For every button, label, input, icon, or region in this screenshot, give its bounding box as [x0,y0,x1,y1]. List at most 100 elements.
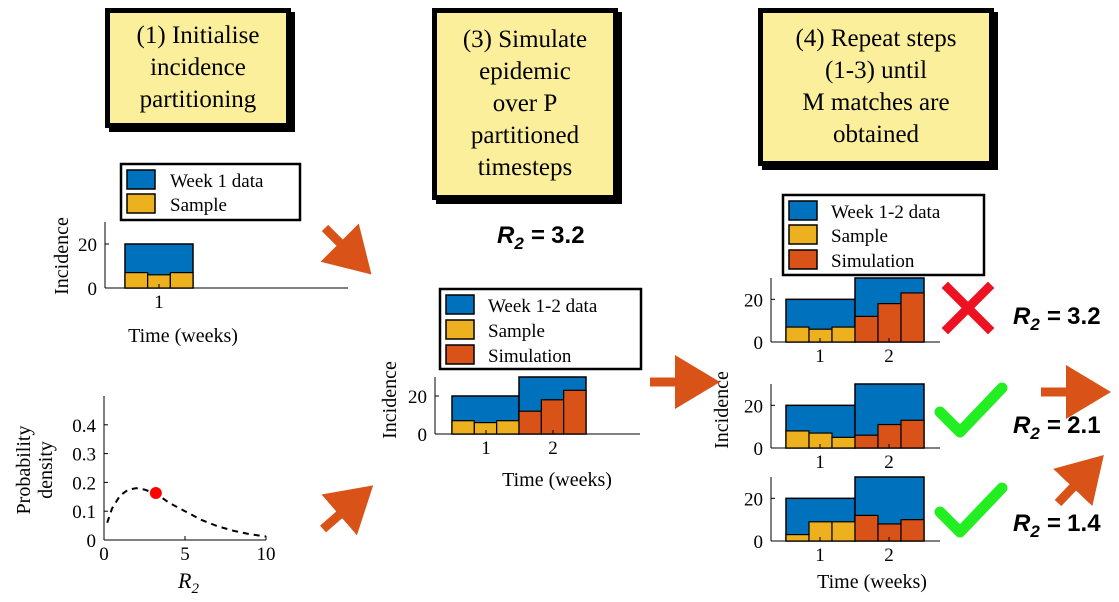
flow-arrow-icon [1053,454,1104,507]
xlabel-step1: Time (weeks) [128,325,238,347]
simulation-bar [854,434,879,449]
r2-value: 3.2 [1067,303,1101,330]
step-3-label: (3) Simulate epidemic over P partitioned… [462,26,588,181]
sampled-r2-marker [149,487,162,500]
legend-step3: Week 1-2 data Sample Simulation [438,287,643,371]
r2-title-center: R2 = 3.2 [497,222,585,254]
step-4-box: (4) Repeat steps (1-3) until M matches a… [758,8,994,166]
y-tick-label: 20 [408,387,427,408]
x-tick-label: 1 [481,438,491,459]
legend-simulation-label: Simulation [488,346,572,367]
y-tick-label: 0.1 [72,502,96,523]
legend-week12-label: Week 1-2 data [488,296,598,317]
sample-bar [785,430,810,449]
sample-bar [169,272,194,289]
sample-bar [831,436,856,449]
y-tick-label: 20 [744,396,763,417]
r2-symbol: R [497,222,515,249]
r2-value: 1.4 [1067,510,1101,537]
x-tick-label: 1 [154,292,164,313]
simulation-bar [518,410,542,435]
density-curve [106,487,267,538]
y-tick-label: 0.3 [72,445,96,466]
legend-sample-label: Sample [170,195,227,216]
flow-arrow-icon [320,223,372,275]
y-tick-label: 0 [754,532,764,553]
equals-sign: = [1046,412,1061,439]
reject-cross-icon [941,281,995,335]
x-tick-label: 2 [884,545,894,566]
x-tick-label: 1 [815,545,825,566]
y-tick-label: 0 [754,439,764,460]
y-tick-label: 20 [744,290,763,311]
sample-bar [831,521,856,542]
y-tick-label: 20 [78,235,97,256]
legend-week1-label: Week 1 data [170,171,264,192]
step4-row2-plot: 0 20 1 2 [744,383,940,473]
r2-subscript: 2 [1030,314,1040,334]
ylabel-step1: Incidence [51,217,73,295]
step-4-label: (4) Repeat steps (1-3) until M matches a… [795,25,957,148]
legend-sample-label: Sample [831,226,888,247]
legend-simulation-label: Simulation [831,251,915,272]
sample-bar [124,272,149,289]
y-tick-label: 0 [87,531,97,552]
sample-bar [496,420,520,435]
xlabel-r2: R2 [177,568,199,597]
x-tick-label: 1 [815,346,825,367]
r2-value: 3.2 [551,222,585,249]
step-1-label: (1) Initialise incidence partitioning [136,22,260,113]
simulation-bar [563,389,587,435]
sample-bar [451,420,475,435]
xlabel-step3: Time (weeks) [502,469,612,491]
r2-subscript: 2 [1030,423,1040,443]
r2-subscript: 2 [1030,521,1040,541]
x-tick-label: 1 [815,452,825,473]
equals-sign: = [530,222,545,249]
simulation-bar [900,419,925,449]
x-tick-label: 2 [884,346,894,367]
step4-row1-plot: 0 20 1 2 [744,277,940,367]
ylabel-prob-line1: Probability [13,426,35,515]
legend-step4: Week 1-2 data Sample Simulation [781,193,986,277]
xlabel-step4: Time (weeks) [817,571,927,593]
x-tick-label: 5 [180,544,190,565]
y-tick-label: 0 [754,333,764,354]
r2-symbol: R [1013,510,1031,537]
accept-check-icon [934,482,1008,538]
r2-label-row3: R2 = 1.4 [1013,510,1101,542]
y-tick-label: 20 [744,489,763,510]
ylabel-step4: Incidence [711,371,733,449]
ylabel-step3: Incidence [379,361,401,439]
step1-histogram: 0 20 1 [78,222,348,313]
legend-step1: Week 1 data Sample [119,162,302,222]
step3-simulation-plot: 0 20 1 2 [408,376,640,459]
equals-sign: = [1046,303,1061,330]
r2-symbol: R [1013,412,1031,439]
x-tick-label: 0 [99,544,109,565]
sample-bar [785,326,810,343]
simulation-bar [540,399,565,435]
ylabel-prob-line2: density [35,441,57,499]
r2-subscript: 2 [514,233,524,253]
flow-arrow-icon [320,485,374,536]
prior-density-plot: 00.10.20.30.40 5 10 [72,396,276,565]
simulation-bar [854,514,879,542]
x-tick-label: 10 [257,544,276,565]
r2-symbol: R [1013,303,1031,330]
accept-check-icon [934,382,1008,438]
y-tick-label: 0 [418,425,428,446]
r2-label-row1: R2 = 3.2 [1013,303,1101,335]
x-tick-label: 2 [548,438,558,459]
y-tick-label: 0.4 [72,416,96,437]
simulation-bar [854,315,879,343]
x-tick-label: 2 [884,452,894,473]
y-tick-label: 0.2 [72,473,96,494]
simulation-bar [877,303,902,343]
sample-bar [785,533,810,542]
sample-bar [831,326,856,343]
step-1-box: (1) Initialise incidence partitioning [105,8,291,128]
legend-sample-label: Sample [488,321,545,342]
simulation-bar [900,519,925,542]
